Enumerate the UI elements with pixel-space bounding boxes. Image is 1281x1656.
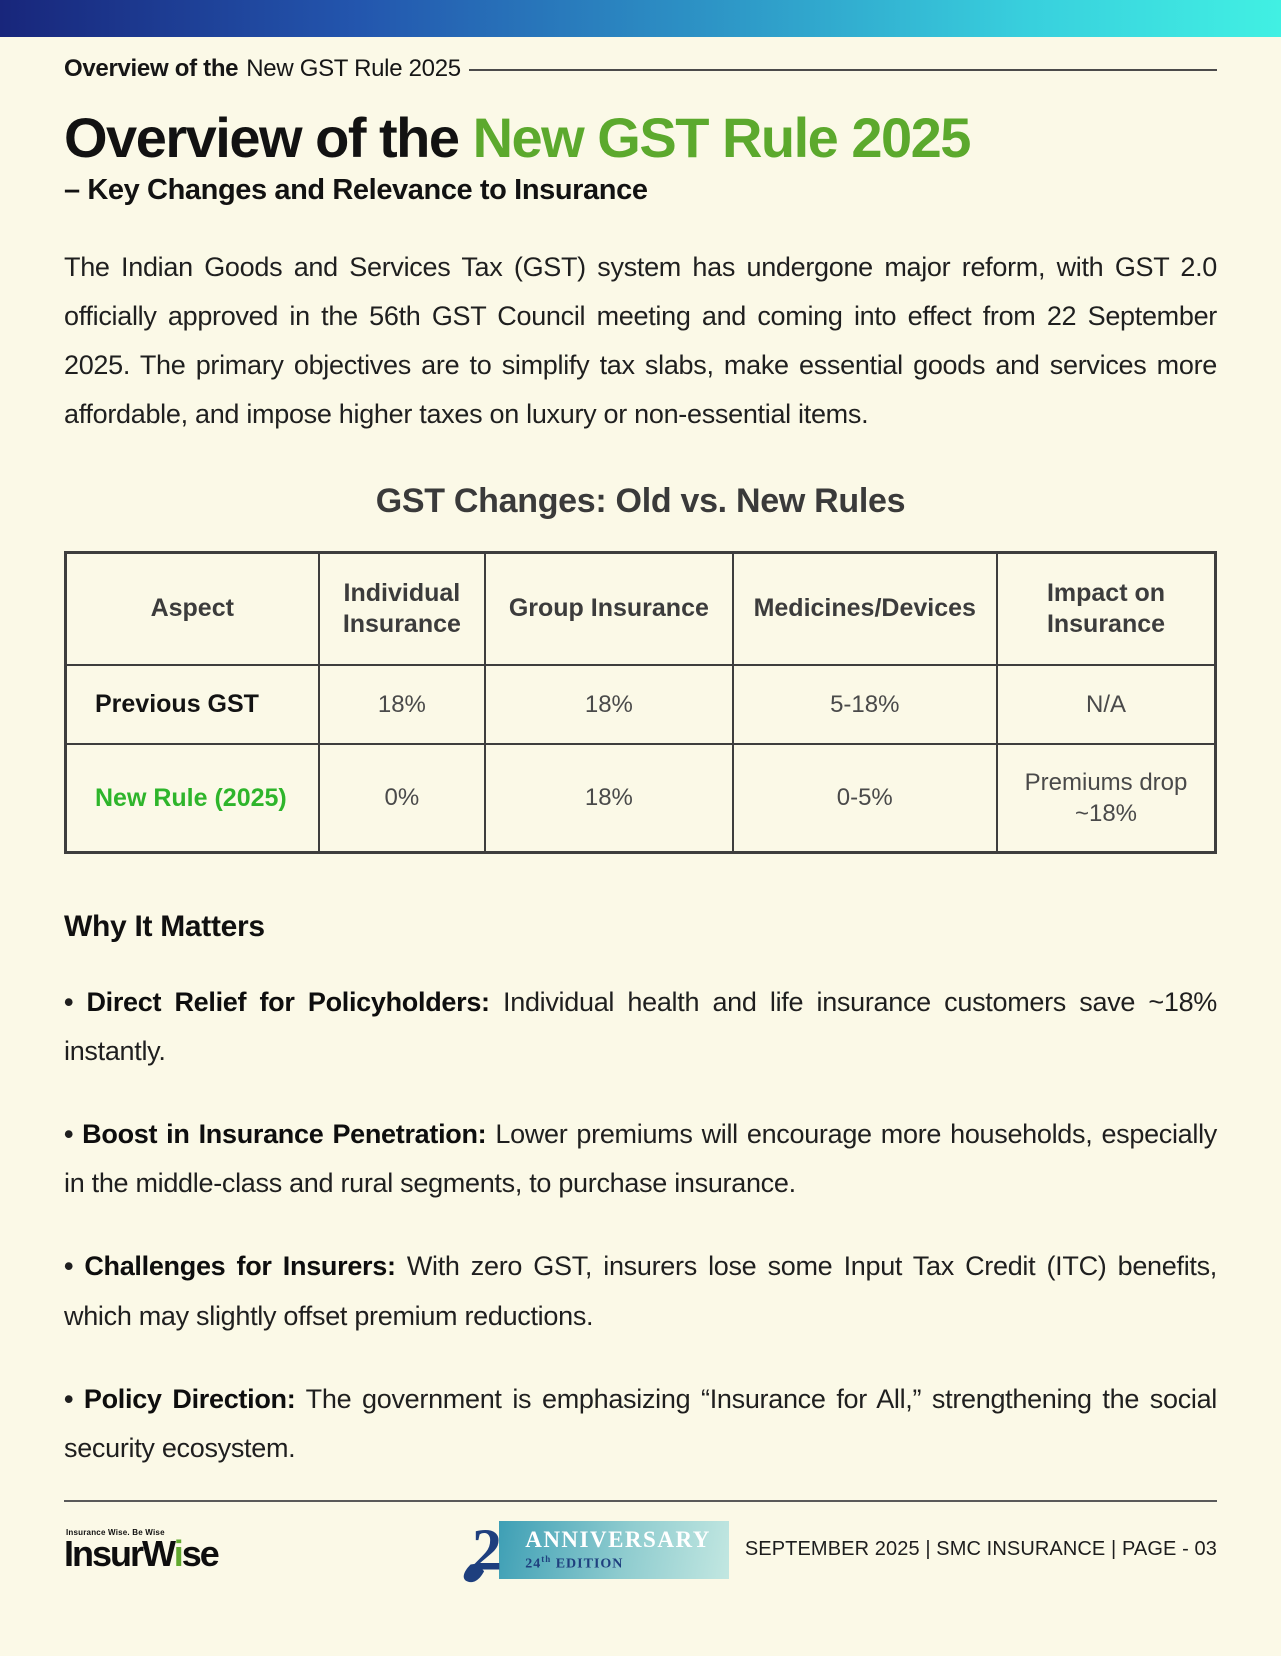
table-cell: 18%	[484, 742, 734, 854]
anniversary-numeral-icon: 2	[463, 1516, 502, 1582]
table-cell: Premiums drop ~18%	[996, 742, 1217, 854]
running-header-regular: New GST Rule 2025	[246, 55, 461, 82]
table-cell: 5-18%	[731, 664, 998, 745]
issue-meta: SEPTEMBER 2025 | SMC INSURANCE | PAGE - …	[744, 1538, 1217, 1561]
table-header-cell: Group Insurance	[484, 551, 734, 667]
table-body: Previous GST 18% 18% 5-18% N/A New Rule (2025…	[64, 664, 1217, 854]
running-header: Overview of the New GST Rule 2025	[64, 55, 1217, 83]
footer: Insurance Wise. Be Wise InsurWise 2 ANNI…	[0, 1499, 1281, 1584]
bullet-glyph: •	[64, 1119, 83, 1150]
logo-part1: InsurW	[64, 1533, 176, 1575]
anniversary-ribbon: ANNIVERSARY 24th EDITION	[499, 1521, 729, 1579]
page-title-green: New GST Rule 2025	[472, 106, 972, 169]
edition-word: EDITION	[551, 1556, 624, 1572]
edition-number: 24	[525, 1556, 542, 1572]
footer-rule-line	[64, 1499, 1217, 1502]
bullet-text: Lower premiums will encourage more house…	[64, 1119, 1217, 1199]
page-content: Overview of the New GST Rule 2025 Overvi…	[0, 55, 1281, 1473]
running-header-bold: Overview of the	[64, 55, 239, 82]
page-title: Overview of the New GST Rule 2025	[64, 109, 1217, 166]
why-bullet: • Challenges for Insurers: With zero GST…	[64, 1242, 1217, 1340]
page-title-black: Overview of the	[64, 106, 473, 169]
insurwise-logo: Insurance Wise. Be Wise InsurWise	[64, 1528, 220, 1572]
table-row-label: Previous GST	[64, 664, 320, 745]
bullet-text: Individual health and life insurance cus…	[64, 986, 1218, 1067]
bullet-glyph: •	[64, 1383, 84, 1414]
why-it-matters-list: • Direct Relief for Policyholders: Indiv…	[64, 978, 1217, 1473]
table-cell: 0%	[317, 742, 487, 854]
why-bullet: • Boost in Insurance Penetration: Lower …	[64, 1110, 1217, 1208]
table-cell: 18%	[317, 664, 487, 745]
bullet-glyph: •	[64, 986, 87, 1017]
anniversary-label: ANNIVERSARY	[525, 1527, 711, 1553]
header-rule-line	[468, 69, 1217, 71]
why-it-matters-heading: Why It Matters	[64, 909, 265, 943]
table-row: New Rule (2025) 0% 18% 0-5% Premiums drop ~1…	[64, 742, 1217, 854]
table-header-cell: Impact on Insurance	[996, 551, 1217, 667]
svg-text:2: 2	[472, 1516, 502, 1582]
edition-suffix: th	[541, 1554, 552, 1565]
table-title: GST Changes: Old vs. New Rules	[375, 481, 906, 520]
table-header-cell: Aspect	[64, 551, 320, 667]
top-gradient-bar	[0, 0, 1281, 37]
bullet-lead: Direct Relief for Policyholders:	[86, 986, 490, 1017]
page-subtitle: – Key Changes and Relevance to Insurance	[64, 174, 648, 207]
anniversary-badge: 2 ANNIVERSARY 24th EDITION	[459, 1516, 729, 1584]
why-bullet: • Direct Relief for Policyholders: Indiv…	[64, 978, 1217, 1076]
table-row: Previous GST 18% 18% 5-18% N/A	[64, 664, 1217, 745]
intro-paragraph: The Indian Goods and Services Tax (GST) …	[64, 252, 1217, 430]
table-header-row: Aspect Individual Insurance Group Insuranc…	[64, 551, 1217, 667]
logo-green-letter: i	[173, 1533, 184, 1575]
bullet-lead: Boost in Insurance Penetration:	[82, 1119, 487, 1150]
bullet-lead: Challenges for Insurers:	[84, 1251, 396, 1282]
table-row-label: New Rule (2025)	[64, 742, 320, 854]
bullet-text: With zero GST, insurers lose some Input …	[64, 1251, 1217, 1331]
bullet-glyph: •	[64, 1251, 85, 1282]
logo-wordmark: InsurWise	[64, 1536, 220, 1572]
table-header-cell: Medicines/Devices	[731, 551, 998, 667]
table-header-cell: Individual Insurance	[317, 551, 487, 667]
bullet-text: The government is emphasizing “Insurance…	[64, 1383, 1218, 1463]
why-bullet: • Policy Direction: The government is em…	[64, 1375, 1217, 1473]
table-cell: 18%	[484, 664, 734, 745]
edition-label: 24th EDITION	[525, 1555, 711, 1572]
table-cell: N/A	[996, 664, 1217, 745]
gst-comparison-table: Aspect Individual Insurance Group Insuranc…	[64, 550, 1217, 854]
table-cell: 0-5%	[731, 742, 998, 854]
logo-part2: se	[181, 1533, 220, 1575]
logo-tagline: Insurance Wise. Be Wise	[66, 1528, 165, 1538]
bullet-lead: Policy Direction:	[83, 1383, 296, 1414]
